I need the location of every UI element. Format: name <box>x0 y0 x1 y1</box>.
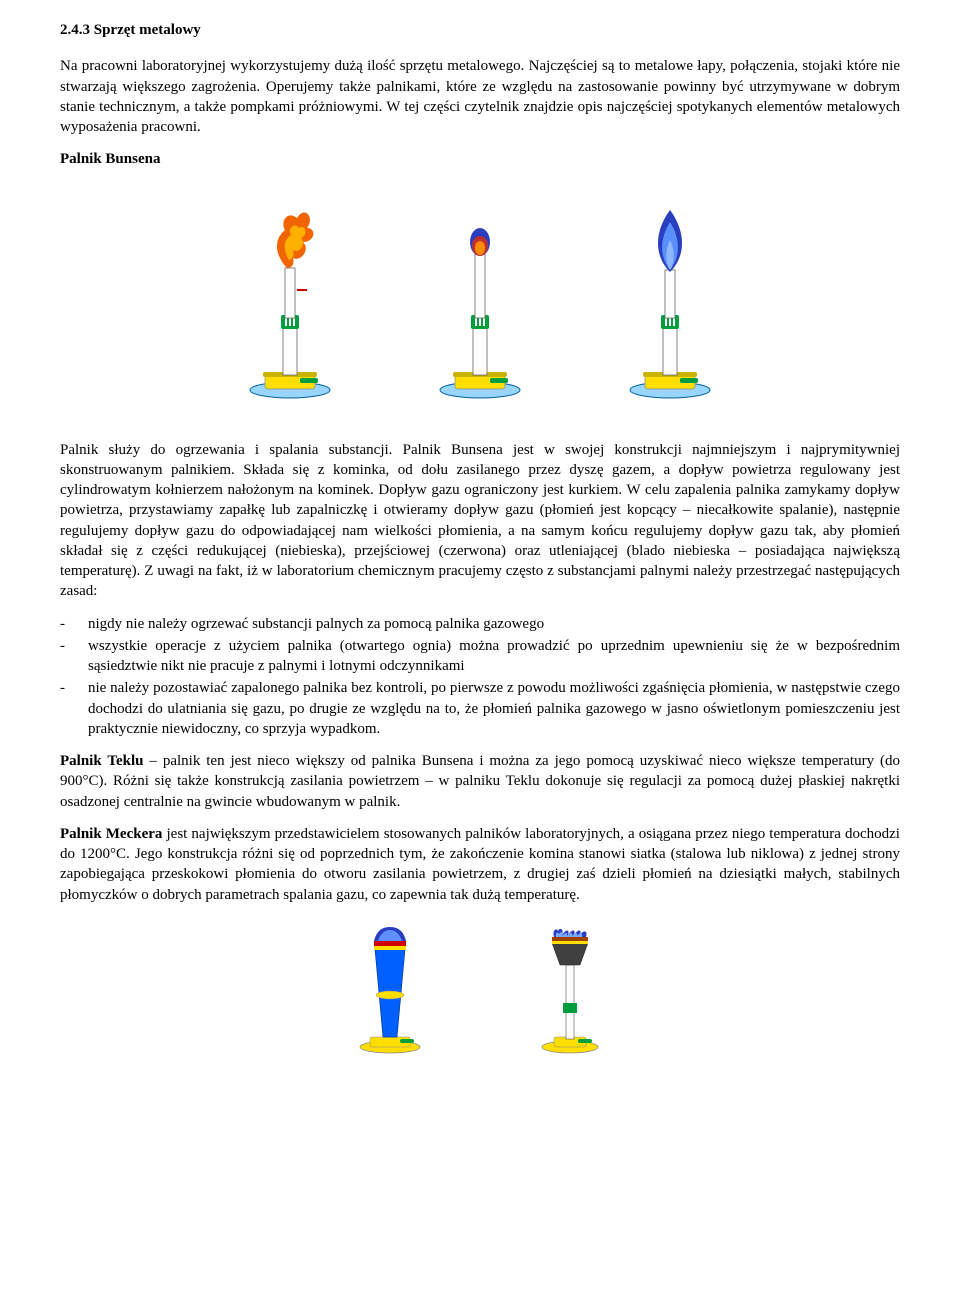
teklu-heading: Palnik Teklu <box>60 753 143 769</box>
mecker-paragraph: Palnik Meckera jest największym przedsta… <box>60 824 900 905</box>
bunsen-heading: Palnik Bunsena <box>60 149 900 169</box>
list-item: nie należy pozostawiać zapalonego palnik… <box>60 678 900 739</box>
teklu-body: – palnik ten jest nieco większy od palni… <box>60 753 900 810</box>
intro-paragraph: Na pracowni laboratoryjnej wykorzystujem… <box>60 56 900 137</box>
teklu-burner-icon <box>350 925 430 1055</box>
list-item: nigdy nie należy ogrzewać substancji pal… <box>60 614 900 634</box>
list-item: wszystkie operacje z użyciem palnika (ot… <box>60 636 900 677</box>
bunsen-body: Palnik służy do ogrzewania i spalania su… <box>60 440 900 602</box>
section-title: Sprzęt metalowy <box>94 22 201 38</box>
mecker-heading: Palnik Meckera <box>60 826 162 842</box>
bunsen-burner-sooty-icon <box>245 200 335 400</box>
bunsen-burner-blue-icon <box>625 200 715 400</box>
bunsen-burner-partial-icon <box>435 200 525 400</box>
bunsen-figure-row <box>60 200 900 400</box>
mecker-burner-icon <box>530 925 610 1055</box>
bunsen-rules-list: nigdy nie należy ogrzewać substancji pal… <box>60 614 900 740</box>
section-number: 2.4.3 <box>60 22 90 38</box>
teklu-paragraph: Palnik Teklu – palnik ten jest nieco wię… <box>60 751 900 812</box>
mecker-body: jest największym przedstawicielem stosow… <box>60 826 900 903</box>
teklu-mecker-figure-row <box>60 925 900 1055</box>
